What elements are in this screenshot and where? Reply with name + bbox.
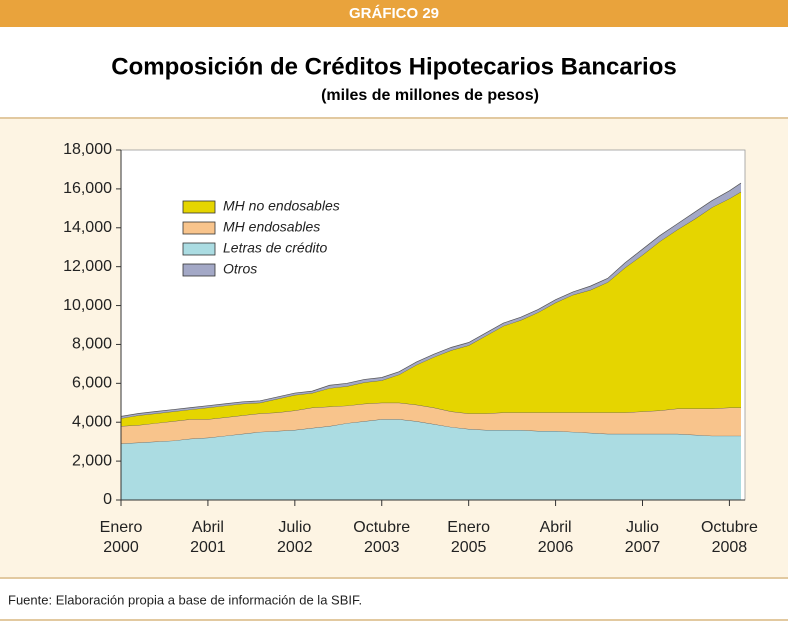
y-tick-label: 8,000 [72, 336, 112, 353]
legend-swatch [182, 263, 216, 277]
legend-label: Letras de crédito [223, 240, 327, 256]
header: GRÁFICO 29 [349, 5, 439, 22]
y-tick-label: 10,000 [63, 297, 112, 314]
y-tick-label: 12,000 [63, 258, 112, 275]
legend-label: MH no endosables [223, 198, 340, 214]
x-tick-label: Octubre 2008 [701, 519, 758, 556]
header-band [0, 0, 788, 27]
area-fill [121, 402, 741, 444]
y-tick-label: 6,000 [72, 375, 112, 392]
y-tick-label: 2,000 [72, 452, 112, 469]
x-tick-label: Enero 2005 [447, 519, 490, 556]
legend-swatch [182, 221, 216, 235]
area-edge [120, 182, 742, 417]
chart-title: Composición de Créditos Hipotecarios Ban… [111, 53, 676, 80]
x-tick-label: Enero 2000 [100, 519, 143, 556]
y-tick-label: 14,000 [63, 219, 112, 236]
x-tick-label: Octubre 2003 [353, 519, 410, 556]
legend-label: Otros [223, 261, 257, 277]
x-tick-label: Julio 2007 [625, 519, 661, 556]
legend-swatch [182, 242, 216, 256]
x-tick-label: Julio 2002 [277, 519, 313, 556]
chart-subtitle: (miles de millones de pesos) [321, 87, 539, 104]
y-tick-label: 18,000 [63, 141, 112, 158]
y-tick-label: 4,000 [72, 413, 112, 430]
x-tick-label: Abril 2006 [538, 519, 574, 556]
x-tick-label: Abril 2001 [190, 519, 226, 556]
area-fill [121, 191, 741, 427]
legend-swatch [182, 200, 216, 214]
y-tick-label: 0 [103, 491, 112, 508]
footer: Fuente: Elaboración propia a base de inf… [8, 592, 362, 607]
area-fill [121, 419, 741, 500]
legend-label: MH endosables [223, 219, 320, 235]
y-tick-label: 16,000 [63, 180, 112, 197]
